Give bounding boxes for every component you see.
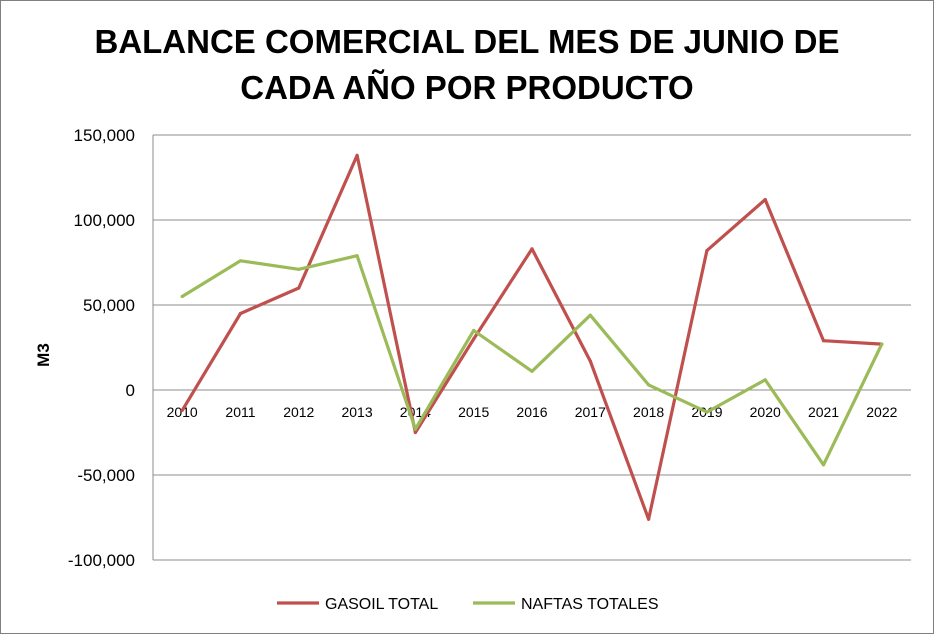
x-tick-label: 2015 [458, 404, 489, 420]
x-tick-label: 2010 [167, 404, 198, 420]
data-point [530, 247, 534, 251]
x-tick-label: 2021 [808, 404, 839, 420]
legend-label: GASOIL TOTAL [325, 596, 438, 613]
data-point [355, 153, 359, 157]
data-point [647, 383, 651, 387]
data-point [180, 294, 184, 299]
data-point [763, 198, 767, 202]
x-tick-label: 2013 [341, 404, 372, 420]
x-tick-label: 2016 [516, 404, 547, 420]
data-point [238, 311, 243, 316]
data-point [530, 369, 534, 373]
data-point [821, 463, 826, 467]
data-point [297, 286, 301, 290]
data-point [472, 328, 476, 333]
x-tick-label: 2017 [575, 404, 606, 420]
x-tick-label: 2020 [750, 404, 781, 420]
data-point [413, 430, 417, 435]
legend-label: NAFTAS TOTALES [521, 596, 659, 613]
y-tick-label: 50,000 [83, 296, 135, 315]
data-point [647, 517, 651, 521]
chart-title: BALANCE COMERCIAL DEL MES DE JUNIO DE CA… [94, 23, 839, 106]
y-tick-label: -50,000 [77, 466, 135, 485]
y-tick-label: 100,000 [74, 211, 135, 230]
legend: GASOIL TOTAL NAFTAS TOTALES [277, 596, 659, 613]
data-point [821, 339, 826, 343]
data-point [238, 259, 243, 263]
data-point [763, 378, 767, 382]
data-point [355, 254, 359, 258]
chart-title-line-1: BALANCE COMERCIAL DEL MES DE JUNIO DE [94, 23, 839, 60]
series-lines [180, 153, 884, 521]
data-point [880, 342, 884, 346]
data-point [705, 249, 709, 253]
y-axis-label: M3 [34, 343, 53, 367]
x-tick-label: 2011 [225, 404, 255, 420]
y-tick-label: 150,000 [74, 126, 135, 145]
y-tick-label: -100,000 [68, 551, 135, 570]
x-tick-label: 2012 [283, 404, 314, 420]
data-point [705, 410, 709, 414]
data-point [588, 359, 592, 363]
chart-title-line-2: CADA AÑO POR PRODUCTO [240, 69, 693, 106]
data-point [588, 313, 592, 317]
data-point [180, 408, 184, 412]
series-line-1 [180, 153, 882, 521]
gridlines [152, 134, 911, 561]
series-line-2 [181, 254, 884, 467]
x-tick-label: 2022 [866, 404, 897, 420]
y-axis-ticks: 150,000 100,000 50,000 0 -50,000 -100,000 [68, 126, 135, 570]
y-tick-label: 0 [126, 381, 135, 400]
data-point [472, 337, 476, 341]
data-point [413, 427, 417, 431]
data-point [297, 267, 301, 271]
x-tick-label: 2018 [633, 404, 664, 420]
